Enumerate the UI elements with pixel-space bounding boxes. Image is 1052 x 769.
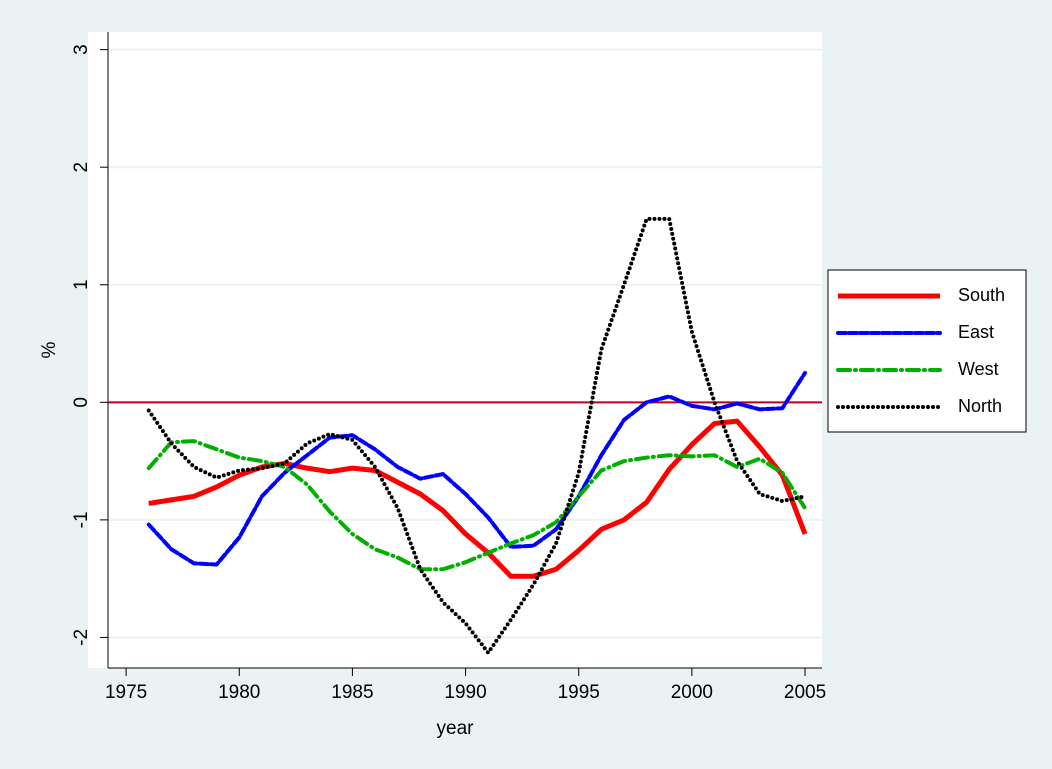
legend-label: East (958, 322, 994, 342)
plot-area (88, 32, 822, 668)
series-line (146, 439, 808, 572)
series-line (146, 216, 808, 655)
x-tick-label: 2005 (784, 682, 826, 703)
x-tick-label: 1980 (218, 682, 260, 703)
y-tick-label: 1 (71, 279, 92, 290)
x-tick-label: 2000 (671, 682, 713, 703)
x-axis-label: year (437, 718, 475, 739)
x-tick-label: 1990 (444, 682, 486, 703)
y-tick-label: -2 (71, 629, 92, 646)
x-tick-label: 1995 (558, 682, 600, 703)
y-axis-label: % (39, 341, 60, 358)
legend-label: West (958, 359, 999, 379)
legend-label: South (958, 285, 1005, 305)
series-line (146, 370, 808, 567)
y-tick-label: 2 (71, 162, 92, 173)
x-tick-label: 1985 (331, 682, 373, 703)
y-tick-label: 0 (71, 397, 92, 408)
legend-label: North (958, 396, 1002, 416)
y-tick-label: 3 (71, 44, 92, 55)
y-tick-label: -1 (71, 511, 92, 528)
x-tick-label: 1975 (105, 682, 147, 703)
